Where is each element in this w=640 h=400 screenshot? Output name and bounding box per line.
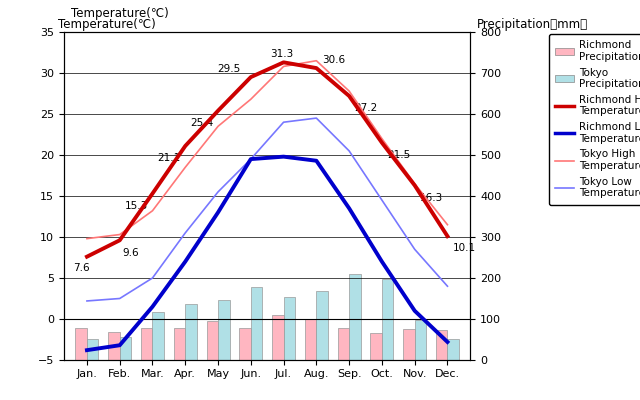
- Bar: [349, 274, 360, 360]
- Bar: [403, 329, 415, 360]
- Text: 9.6: 9.6: [122, 248, 139, 258]
- Bar: [207, 321, 218, 360]
- Text: 7.6: 7.6: [73, 262, 90, 272]
- Bar: [120, 337, 131, 360]
- Text: 29.5: 29.5: [218, 64, 241, 74]
- Bar: [251, 287, 262, 360]
- Text: Precipitation（mm）: Precipitation（mm）: [477, 18, 588, 31]
- Bar: [152, 312, 164, 360]
- Text: 25.4: 25.4: [190, 118, 214, 128]
- Bar: [447, 339, 459, 360]
- Bar: [415, 320, 426, 360]
- Bar: [87, 339, 99, 360]
- Text: 10.1: 10.1: [453, 244, 476, 254]
- Bar: [76, 328, 87, 360]
- Text: 27.2: 27.2: [355, 103, 378, 113]
- Text: 30.6: 30.6: [322, 54, 345, 64]
- Bar: [371, 333, 382, 360]
- Bar: [218, 300, 230, 360]
- Bar: [141, 328, 152, 360]
- Text: 21.1: 21.1: [157, 153, 180, 163]
- Text: 21.5: 21.5: [387, 150, 411, 160]
- Legend: Richmond
Precipitation, Tokyo
Precipitation, Richmond High
Temperature, Richmond: Richmond Precipitation, Tokyo Precipitat…: [548, 34, 640, 205]
- Bar: [436, 330, 447, 360]
- Bar: [382, 279, 394, 360]
- Text: 16.3: 16.3: [420, 193, 444, 203]
- Bar: [272, 315, 284, 360]
- Bar: [338, 328, 349, 360]
- Text: 15.3: 15.3: [125, 201, 148, 211]
- Bar: [316, 291, 328, 360]
- Bar: [305, 319, 316, 360]
- Bar: [185, 304, 196, 360]
- Bar: [108, 332, 120, 360]
- Text: Temperature(℃): Temperature(℃): [58, 18, 156, 31]
- Bar: [174, 328, 185, 360]
- Text: 31.3: 31.3: [269, 49, 293, 59]
- Bar: [239, 328, 251, 360]
- Text: Temperature(℃): Temperature(℃): [70, 7, 168, 20]
- Bar: [284, 297, 295, 360]
